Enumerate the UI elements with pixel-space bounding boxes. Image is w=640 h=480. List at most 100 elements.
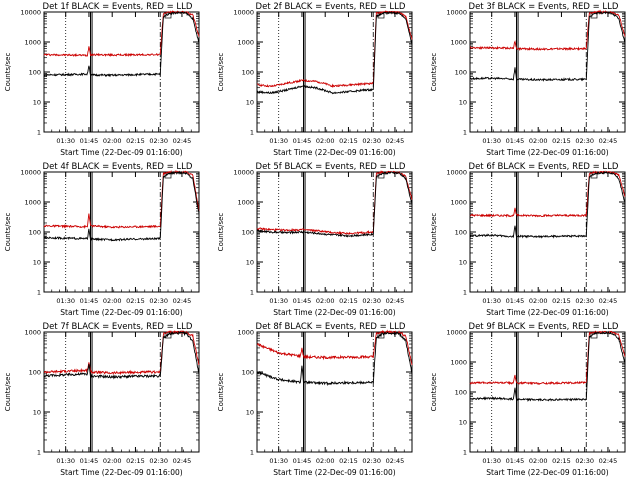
x-tick-label: 02:30	[575, 137, 594, 145]
x-tick-label: 01:45	[506, 457, 525, 465]
x-axis-label: Start Time (22-Dec-09 01:16:00)	[486, 148, 608, 157]
y-axis-label: Counts/sec	[217, 213, 225, 252]
panel-title: Det 6f BLACK = Events, RED = LLD	[469, 162, 619, 172]
x-axis-label: Start Time (22-Dec-09 01:16:00)	[273, 308, 395, 317]
detector-panel-7: Det 7f BLACK = Events, RED = LLD Start Ti…	[4, 322, 200, 477]
y-tick-label: 1000	[24, 329, 41, 337]
y-axis-label: Counts/sec	[4, 373, 12, 412]
y-axis-label: Counts/sec	[430, 213, 438, 252]
x-tick-label: 02:15	[552, 297, 571, 305]
x-tick-label: 02:15	[126, 457, 145, 465]
series-line-lld	[43, 10, 200, 58]
detector-panel-8: Det 8f BLACK = Events, RED = LLD Start Ti…	[217, 322, 413, 477]
panel-title: Det 1f BLACK = Events, RED = LLD	[43, 2, 193, 12]
series-line-events	[256, 10, 413, 95]
x-tick-label: 02:30	[362, 457, 381, 465]
x-tick-label: 01:30	[269, 297, 288, 305]
x-tick-label: 02:45	[173, 457, 192, 465]
plot-frame	[256, 11, 413, 133]
y-tick-label: 1	[463, 449, 467, 457]
x-tick-label: 01:30	[56, 297, 75, 305]
x-tick-label: 02:45	[386, 297, 405, 305]
series-line-events	[469, 330, 626, 402]
y-tick-label: 1	[37, 129, 41, 137]
y-tick-label: 100	[455, 389, 467, 397]
panel-title: Det 7f BLACK = Events, RED = LLD	[43, 322, 193, 332]
y-tick-label: 10000	[446, 329, 467, 337]
y-tick-label: 100	[242, 229, 254, 237]
x-tick-label: 02:00	[103, 457, 122, 465]
x-tick-label: 02:15	[552, 457, 571, 465]
plot-frame	[43, 11, 200, 133]
series-line-events	[43, 330, 200, 380]
y-tick-label: 1000	[450, 199, 467, 207]
x-tick-label: 01:30	[269, 457, 288, 465]
x-tick-label: 02:00	[529, 457, 548, 465]
x-tick-label: 01:45	[506, 137, 525, 145]
x-tick-label: 02:45	[386, 457, 405, 465]
x-tick-label: 02:30	[149, 297, 168, 305]
y-tick-label: 1	[37, 289, 41, 297]
y-tick-label: 100	[455, 69, 467, 77]
detector-panel-4: Det 4f BLACK = Events, RED = LLD Start Ti…	[4, 162, 200, 317]
x-axis-label: Start Time (22-Dec-09 01:16:00)	[273, 468, 395, 477]
series-line-events	[469, 170, 626, 239]
y-tick-label: 10000	[446, 169, 467, 177]
x-tick-label: 02:00	[316, 137, 335, 145]
y-tick-label: 10000	[446, 9, 467, 17]
x-tick-label: 02:00	[316, 457, 335, 465]
y-tick-label: 100	[242, 369, 254, 377]
y-tick-label: 100	[455, 229, 467, 237]
y-tick-label: 1000	[237, 199, 254, 207]
y-tick-label: 1000	[237, 329, 254, 337]
x-tick-label: 01:30	[482, 137, 501, 145]
x-tick-label: 02:30	[362, 297, 381, 305]
panel-title: Det 8f BLACK = Events, RED = LLD	[256, 322, 406, 332]
x-tick-label: 01:30	[56, 137, 75, 145]
x-tick-label: 02:45	[173, 297, 192, 305]
x-tick-label: 02:45	[599, 457, 618, 465]
y-axis-label: Counts/sec	[430, 373, 438, 412]
x-tick-label: 02:00	[103, 297, 122, 305]
detector-panel-2: Det 2f BLACK = Events, RED = LLD Start Ti…	[217, 2, 413, 157]
plot-frame	[469, 171, 626, 293]
x-axis-label: Start Time (22-Dec-09 01:16:00)	[273, 148, 395, 157]
x-tick-label: 02:30	[362, 137, 381, 145]
series-line-lld	[256, 329, 413, 366]
y-tick-label: 10000	[233, 169, 254, 177]
plot-frame	[469, 331, 626, 453]
series-line-lld	[256, 10, 413, 89]
x-tick-label: 02:15	[339, 137, 358, 145]
y-tick-label: 10	[459, 419, 467, 427]
y-tick-label: 1	[37, 449, 41, 457]
x-tick-label: 02:00	[316, 297, 335, 305]
y-tick-label: 1	[463, 129, 467, 137]
y-tick-label: 10	[246, 259, 254, 267]
y-tick-label: 10000	[20, 169, 41, 177]
detector-panel-6: Det 6f BLACK = Events, RED = LLD Start Ti…	[430, 162, 626, 317]
y-tick-label: 1000	[237, 39, 254, 47]
y-tick-label: 10	[33, 259, 41, 267]
flag-marker	[590, 12, 598, 19]
plot-frame	[43, 331, 200, 453]
y-tick-label: 1000	[24, 39, 41, 47]
y-tick-label: 1	[463, 289, 467, 297]
x-axis-label: Start Time (22-Dec-09 01:16:00)	[60, 308, 182, 317]
y-axis-label: Counts/sec	[4, 213, 12, 252]
x-tick-label: 01:30	[482, 297, 501, 305]
x-tick-label: 01:45	[293, 457, 312, 465]
x-tick-label: 02:45	[599, 137, 618, 145]
detector-panel-5: Det 5f BLACK = Events, RED = LLD Start Ti…	[217, 162, 413, 317]
series-line-events	[256, 171, 413, 238]
flag-marker	[164, 332, 172, 339]
series-line-lld	[256, 170, 413, 236]
y-tick-label: 100	[242, 69, 254, 77]
y-tick-label: 10	[246, 409, 254, 417]
plot-frame	[256, 331, 413, 453]
x-tick-label: 02:15	[339, 457, 358, 465]
y-tick-label: 10	[33, 99, 41, 107]
series-line-events	[469, 11, 626, 82]
x-axis-label: Start Time (22-Dec-09 01:16:00)	[60, 148, 182, 157]
y-axis-label: Counts/sec	[217, 53, 225, 92]
plot-frame	[469, 11, 626, 133]
